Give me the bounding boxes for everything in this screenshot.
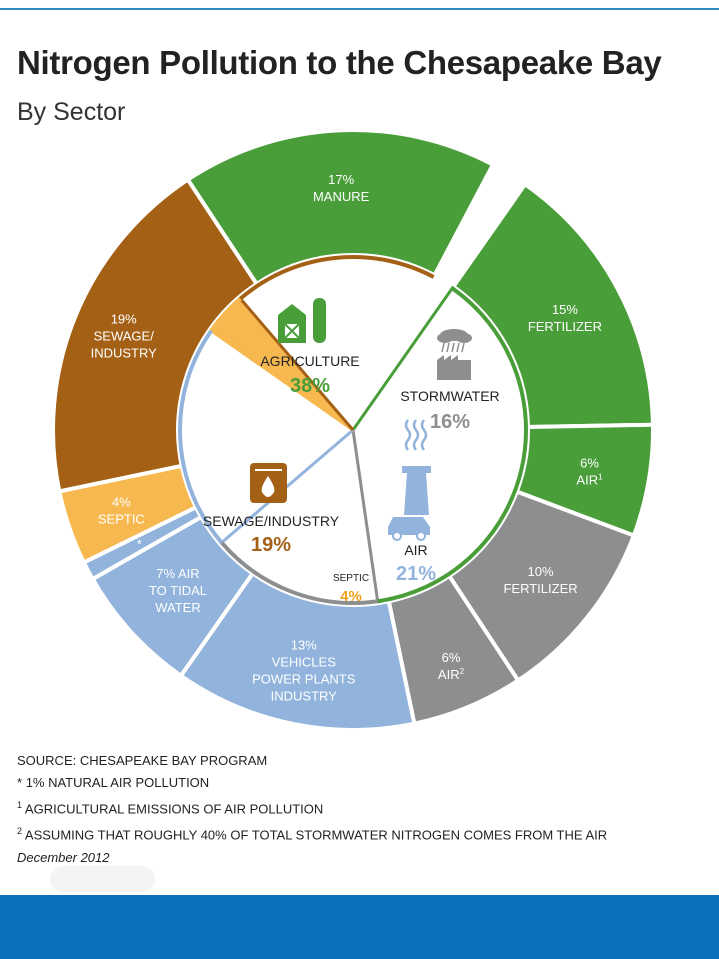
outer-label-1: 6% AIR1 xyxy=(576,455,603,487)
outer-label-8: 19% SEWAGE/INDUSTRY xyxy=(91,311,158,360)
outer-label-5-line-0: 7% AIR xyxy=(156,566,199,581)
toilet-icon xyxy=(339,532,363,565)
outer-label-3-line-1: AIR xyxy=(438,667,460,682)
outer-label-9: 17% MANURE xyxy=(313,172,370,204)
inner-divider-sewage xyxy=(237,296,355,431)
outer-label-5-line-2: WATER xyxy=(155,600,201,615)
outer-label-7-line-1: SEPTIC xyxy=(98,511,145,526)
source-note: SOURCE: CHESAPEAKE BAY PROGRAM xyxy=(17,753,268,768)
date-note: December 2012 xyxy=(17,849,110,865)
outer-label-8-line-1: SEWAGE/ xyxy=(94,328,155,343)
outer-label-4-line-1: VEHICLES xyxy=(272,654,337,669)
outer-label-6-line-0: * xyxy=(137,537,142,552)
outer-label-9-line-0: 17% xyxy=(328,172,354,187)
footnote-1-mark: 1 xyxy=(17,800,23,810)
outer-label-7-line-0: 4% xyxy=(112,494,131,509)
star-note: * 1% NATURAL AIR POLLUTION xyxy=(17,772,607,794)
outer-label-5: 7% AIR TO TIDAL WATER xyxy=(149,566,207,615)
outer-label-2-line-0: 10% xyxy=(528,564,554,579)
inner-rim-air xyxy=(178,329,224,544)
outer-label-4-line-0: 13% xyxy=(291,637,317,652)
top-rule xyxy=(0,8,719,10)
inner-rim-septic xyxy=(209,297,242,332)
outer-label-0-line-0: 15% xyxy=(552,302,578,317)
outer-label-8-line-0: 19% xyxy=(111,311,137,326)
outer-label-3-sup: 2 xyxy=(460,667,465,676)
footnote-1-text: AGRICULTURAL EMISSIONS OF AIR POLLUTION xyxy=(24,801,324,817)
inner-pct-stormwater: 16% xyxy=(430,411,470,433)
outer-label-4: 13% VEHICLES POWER PLANTS INDUSTRY xyxy=(252,637,356,703)
outer-label-6: * xyxy=(137,537,142,552)
inner-divider-stormwater xyxy=(351,429,380,604)
inner-pct-sewage: 19% xyxy=(251,534,291,556)
inner-pct-agriculture: 38% xyxy=(290,375,330,397)
inner-divider-septic xyxy=(208,328,354,432)
footnotes: SOURCE: CHESAPEAKE BAY PROGRAM * 1% NATU… xyxy=(17,750,607,869)
footer-logo-placeholder xyxy=(50,866,155,892)
chart-title: Nitrogen Pollution to the Chesapeake Bay xyxy=(17,44,662,81)
outer-label-2-line-1: FERTILIZER xyxy=(503,581,577,596)
inner-pct-septic: 4% xyxy=(340,588,362,605)
smokestack-car-icon xyxy=(388,419,431,541)
outer-label-1-line-1: AIR xyxy=(576,472,598,487)
inner-label-septic: SEPTIC xyxy=(333,573,369,584)
outer-label-7: 4% SEPTIC xyxy=(98,494,145,526)
outer-label-3-line-0: 6% xyxy=(442,650,461,665)
chart-subtitle: By Sector xyxy=(17,98,126,126)
inner-pct-air: 21% xyxy=(396,563,436,585)
inner-label-air: AIR xyxy=(404,542,427,558)
footnote-2: 2 ASSUMING THAT ROUGHLY 40% OF TOTAL STO… xyxy=(17,820,607,846)
footnote-2-mark: 2 xyxy=(17,826,23,837)
inner-label-sewage: SEWAGE/INDUSTRY xyxy=(203,513,340,529)
barn-silo-icon xyxy=(278,298,326,343)
inner-slice-septic xyxy=(209,297,353,430)
outer-label-0: 15% FERTILIZER xyxy=(528,302,602,334)
footer-bar xyxy=(0,895,719,959)
inner-rim-agriculture xyxy=(377,286,528,604)
inner-label-stormwater: STORMWATER xyxy=(400,388,499,404)
outer-label-9-line-1: MANURE xyxy=(313,189,370,204)
inner-rim-stormwater xyxy=(220,541,378,605)
footnote-1: 1 AGRICULTURAL EMISSIONS OF AIR POLLUTIO… xyxy=(17,794,607,820)
star-text: 1% NATURAL AIR POLLUTION xyxy=(25,775,210,790)
star-mark: * xyxy=(17,775,23,790)
inner-label-agriculture: AGRICULTURE xyxy=(260,353,359,369)
inner-rim-sewage xyxy=(239,255,435,301)
outer-label-2: 10% FERTILIZER xyxy=(503,564,577,596)
outer-label-1-sup: 1 xyxy=(598,472,603,481)
outer-label-8-line-2: INDUSTRY xyxy=(91,345,158,360)
outer-label-1-line-0: 6% xyxy=(580,455,599,470)
sewer-drop-icon xyxy=(250,463,287,503)
factory-cloud-icon xyxy=(437,329,472,380)
inner-divider-agriculture xyxy=(351,285,455,431)
outer-label-0-line-1: FERTILIZER xyxy=(528,319,602,334)
outer-label-3: 6% AIR2 xyxy=(438,650,465,682)
outer-label-4-line-2: POWER PLANTS xyxy=(252,671,356,686)
footnote-2-text: ASSUMING THAT ROUGHLY 40% OF TOTAL STORM… xyxy=(24,827,608,843)
outer-label-4-line-3: INDUSTRY xyxy=(271,688,338,703)
outer-label-5-line-1: TO TIDAL xyxy=(149,583,207,598)
